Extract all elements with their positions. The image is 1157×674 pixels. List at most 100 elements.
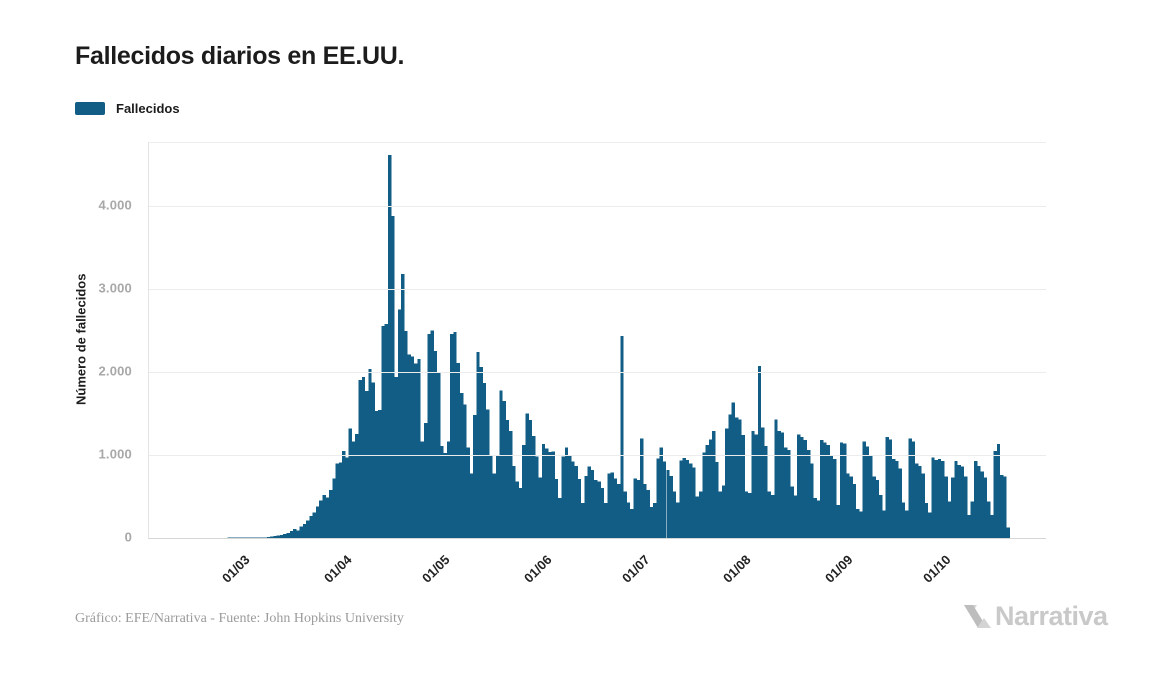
bar	[378, 410, 382, 538]
bar	[767, 491, 771, 538]
bar	[391, 216, 395, 538]
narrativa-logo-icon	[964, 605, 991, 628]
bar	[394, 377, 398, 538]
bar	[430, 330, 434, 538]
y-axis-tick-labels: 0 1.000 2.000 3.000 4.000	[0, 142, 140, 545]
bar	[666, 469, 670, 538]
bar	[358, 379, 362, 538]
bar	[577, 479, 582, 538]
gridline	[149, 372, 1046, 374]
bar	[980, 471, 984, 538]
bar	[247, 537, 251, 538]
bar	[872, 476, 876, 538]
bar	[518, 487, 523, 538]
bar	[522, 445, 526, 538]
bar	[735, 417, 739, 538]
bar	[234, 537, 238, 538]
bar	[695, 496, 699, 538]
bar	[934, 460, 938, 538]
legend-item-fallecidos[interactable]: Fallecidos	[75, 101, 180, 116]
bar	[312, 512, 316, 538]
bar	[309, 516, 313, 538]
bar	[784, 447, 788, 538]
bar	[499, 390, 503, 538]
bar	[365, 390, 369, 538]
bar	[315, 506, 320, 538]
bar	[869, 455, 873, 538]
bar	[676, 502, 680, 538]
bar	[414, 363, 418, 538]
bar	[604, 503, 608, 538]
bar	[856, 508, 860, 538]
bar	[754, 434, 758, 538]
bar	[397, 309, 402, 538]
bar	[960, 466, 965, 538]
bar	[771, 494, 775, 538]
y-tick-label: 3.000	[98, 280, 132, 296]
bar	[993, 450, 997, 538]
bar	[456, 362, 460, 538]
bar	[895, 460, 899, 538]
bar	[551, 451, 555, 538]
bar	[286, 532, 290, 538]
legend-label: Fallecidos	[116, 101, 180, 116]
bar	[381, 325, 385, 538]
bar	[433, 350, 438, 538]
bar	[623, 491, 627, 538]
bar	[829, 455, 834, 538]
bar	[342, 450, 346, 538]
bar	[607, 473, 611, 538]
bar	[702, 452, 706, 538]
bar	[355, 433, 359, 538]
bar	[410, 356, 415, 538]
bar	[387, 155, 392, 538]
x-tick-label: 01/08	[720, 552, 754, 586]
bar	[698, 491, 703, 538]
bar	[492, 473, 497, 538]
bar	[957, 464, 961, 538]
bar	[515, 481, 519, 538]
bar	[473, 415, 477, 538]
bar	[584, 475, 588, 538]
bar	[279, 534, 284, 538]
bar	[725, 428, 729, 538]
bar	[257, 537, 261, 538]
bar	[908, 438, 912, 538]
bar	[941, 460, 945, 538]
bar	[990, 514, 994, 538]
bar	[787, 450, 791, 538]
bar	[489, 455, 493, 538]
bar	[469, 473, 474, 538]
bar	[610, 472, 614, 538]
bar	[230, 537, 235, 538]
bar	[509, 430, 513, 538]
bar	[846, 473, 850, 538]
bar	[843, 443, 847, 538]
bar	[718, 491, 722, 538]
bar	[332, 478, 336, 538]
bar	[558, 498, 562, 538]
bar	[748, 493, 752, 538]
bar	[672, 491, 677, 538]
bar	[512, 465, 516, 538]
bar	[407, 354, 411, 538]
bar	[361, 377, 366, 538]
bar	[463, 404, 467, 538]
bar	[951, 477, 955, 538]
bar	[561, 456, 565, 538]
bar	[420, 441, 424, 538]
bar	[476, 352, 480, 538]
bar	[626, 502, 631, 538]
x-axis-tick-labels: 01/03 01/04 01/05 01/06 01/07 01/08 01/09 01/10	[148, 538, 1045, 600]
bar	[970, 501, 974, 538]
y-tick-label: 4.000	[98, 197, 132, 213]
y-tick-label: 2.000	[98, 363, 132, 379]
bar	[630, 508, 634, 538]
x-tick-label: 01/05	[419, 552, 453, 586]
bar	[813, 498, 817, 538]
bar	[574, 465, 578, 538]
bar	[417, 358, 421, 538]
bar	[335, 463, 339, 538]
bar	[237, 537, 241, 538]
